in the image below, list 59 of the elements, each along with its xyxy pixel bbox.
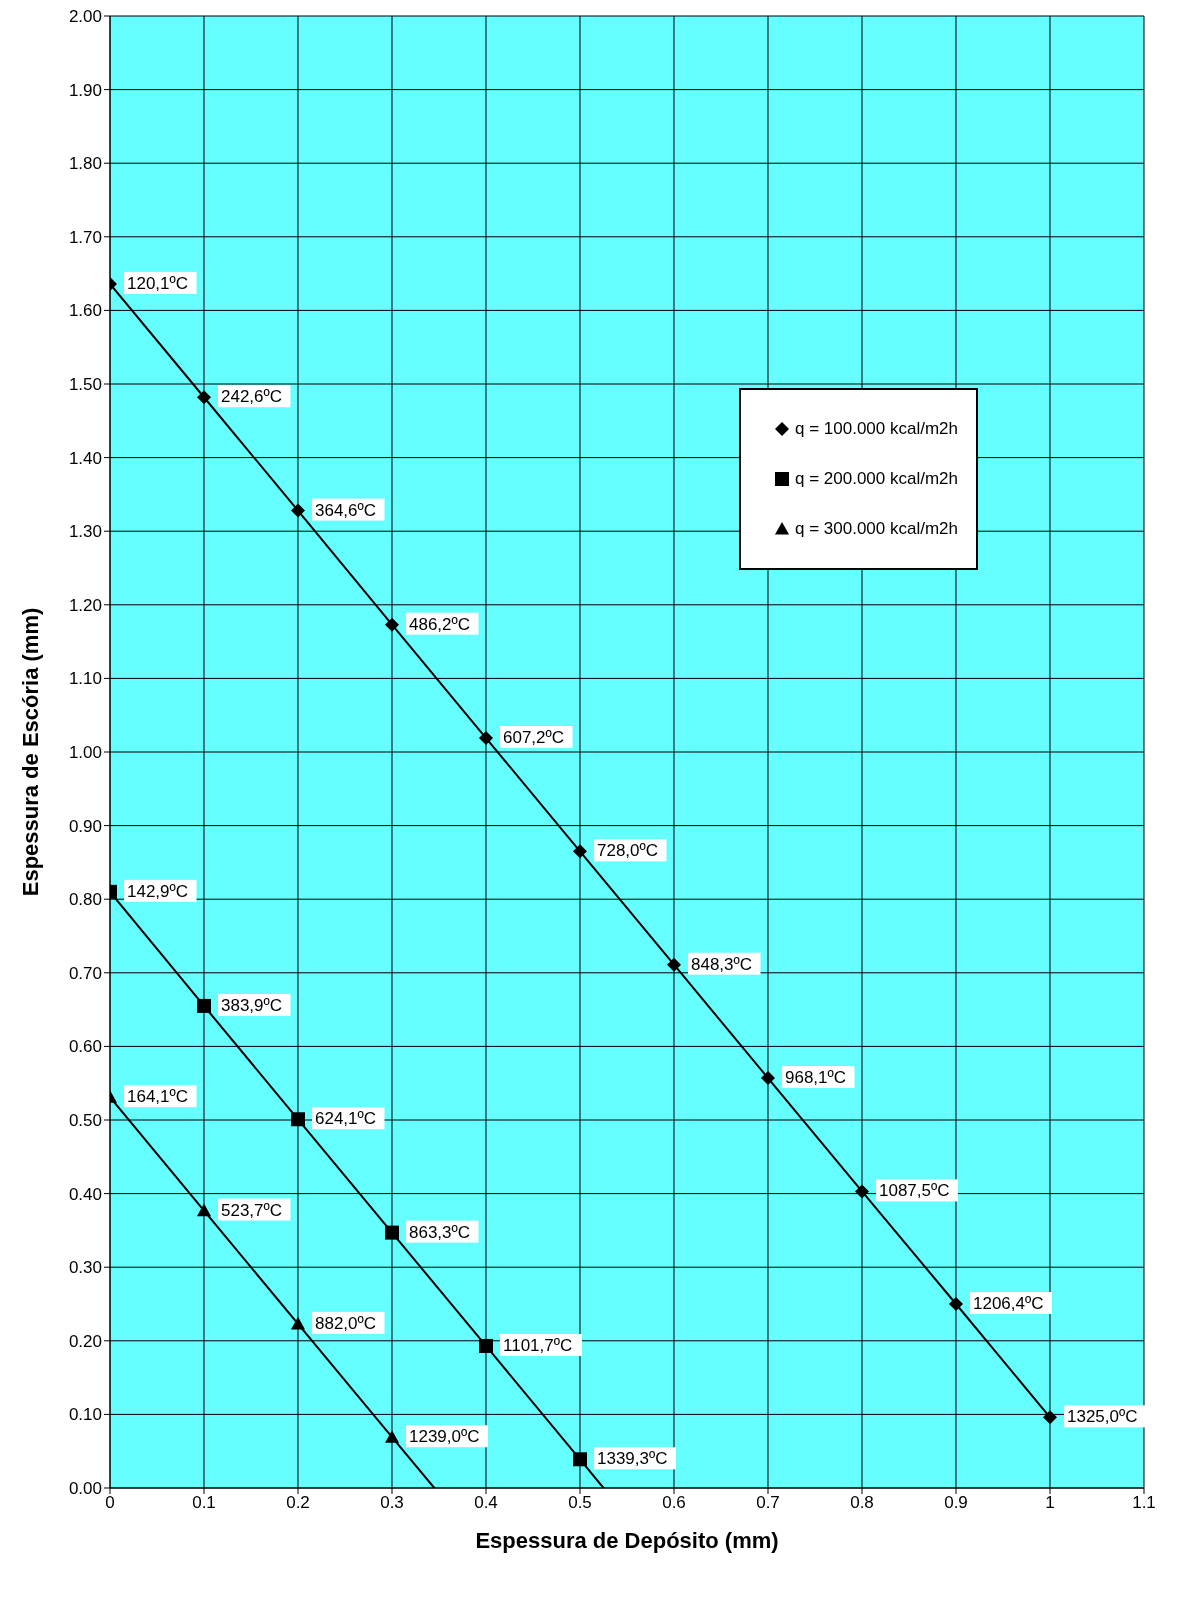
y-tick-label: 1.90 [68, 80, 102, 100]
annotation: 242,6ºC [221, 387, 283, 407]
annotation: 882,0ºC [315, 1313, 377, 1333]
annotation: 486,2ºC [409, 614, 471, 634]
y-tick-label: 0.50 [68, 1111, 102, 1131]
annotation: 1339,3ºC [597, 1449, 668, 1469]
annotation: 120,1ºC [127, 273, 189, 293]
x-tick-label: 0.5 [568, 1493, 592, 1513]
annotation: 523,7ºC [221, 1200, 283, 1220]
annotation: 607,2ºC [503, 728, 565, 748]
x-tick-label: 0.2 [286, 1493, 310, 1513]
y-tick-label: 0.10 [68, 1405, 102, 1425]
y-tick-label: 0.90 [68, 816, 102, 836]
annotation: 1325,0ºC [1067, 1407, 1138, 1427]
annotation: 364,6ºC [315, 500, 377, 520]
annotation: 968,1ºC [785, 1068, 847, 1088]
y-tick-label: 2.00 [68, 7, 102, 27]
y-axis-title: Espessura de Escória (mm) [17, 607, 43, 897]
x-tick-label: 1.1 [1132, 1493, 1156, 1513]
y-tick-label: 0.80 [68, 890, 102, 910]
annotation: 383,9ºC [221, 995, 283, 1015]
y-tick-label: 1.30 [68, 522, 102, 542]
y-tick-label: 1.60 [68, 301, 102, 321]
x-tick-label: 0 [105, 1493, 115, 1513]
y-tick-label: 0.30 [68, 1258, 102, 1278]
x-tick-label: 0.1 [192, 1493, 216, 1513]
y-tick-label: 0.20 [68, 1331, 102, 1351]
y-tick-label: 1.50 [68, 375, 102, 395]
y-tick-label: 1.10 [68, 669, 102, 689]
legend-label: q = 200.000 kcal/m2h [794, 469, 958, 489]
annotation: 1101,7ºC [503, 1335, 573, 1355]
x-axis-title: Espessura de Depósito (mm) [475, 1528, 779, 1553]
y-tick-label: 1.40 [68, 448, 102, 468]
annotation: 1239,0ºC [409, 1427, 480, 1447]
x-tick-label: 0.6 [662, 1493, 686, 1513]
y-tick-label: 0.60 [68, 1037, 102, 1057]
x-tick-label: 0.7 [756, 1493, 780, 1513]
annotation: 848,3ºC [691, 954, 753, 974]
annotation: 1206,4ºC [973, 1294, 1044, 1313]
y-tick-label: 1.70 [68, 227, 102, 247]
x-tick-label: 1 [1045, 1493, 1055, 1513]
y-tick-label: 1.00 [68, 743, 102, 763]
annotation: 728,0ºC [597, 841, 659, 861]
annotation: 142,9ºC [127, 881, 189, 901]
annotation: 863,3ºC [409, 1222, 471, 1242]
legend-label: q = 300.000 kcal/m2h [794, 519, 958, 539]
y-tick-label: 0.70 [68, 963, 102, 983]
annotation: 1087,5ºC [879, 1181, 950, 1201]
y-tick-label: 1.80 [68, 154, 102, 174]
annotation: 164,1ºC [127, 1087, 189, 1107]
legend-label: q = 100.000 kcal/m2h [794, 419, 958, 439]
x-tick-label: 0.8 [850, 1493, 874, 1513]
x-tick-label: 0.9 [944, 1493, 968, 1513]
y-tick-label: 0.40 [68, 1184, 102, 1204]
annotation: 624,1ºC [315, 1109, 377, 1129]
x-tick-label: 0.3 [380, 1493, 404, 1513]
y-tick-label: 0.00 [68, 1479, 102, 1499]
y-tick-label: 1.20 [68, 595, 102, 615]
x-tick-label: 0.4 [474, 1493, 498, 1513]
